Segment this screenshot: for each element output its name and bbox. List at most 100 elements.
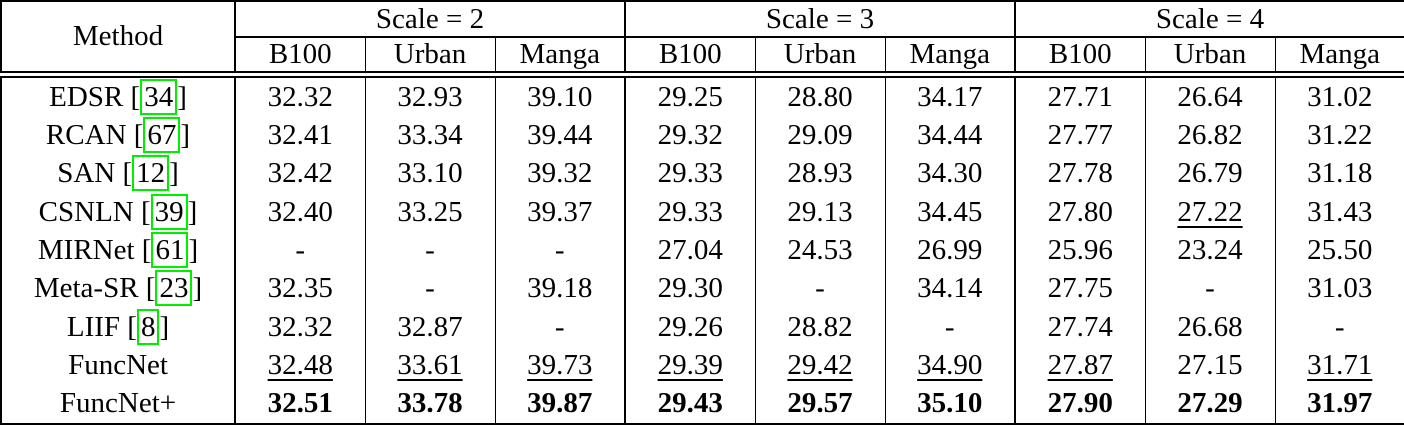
table-body: EDSR [34] 32.32 32.93 39.10 29.25 28.80 34.17 2… bbox=[1, 74, 1404, 424]
value-cell: 29.43 bbox=[624, 384, 755, 424]
citation-link[interactable]: 39 bbox=[150, 193, 188, 230]
value-cell: 29.32 bbox=[624, 116, 755, 155]
value-cell: 34.14 bbox=[884, 269, 1015, 308]
value-cell: 29.26 bbox=[624, 307, 755, 347]
col-header-urban: Urban bbox=[364, 37, 495, 78]
value-cell: 39.18 bbox=[494, 269, 625, 308]
value-cell: 39.44 bbox=[494, 116, 625, 155]
value-cell: 33.78 bbox=[364, 384, 495, 424]
method-cell: RCAN [67] bbox=[45, 117, 191, 153]
method-cell: EDSR [34] bbox=[49, 78, 187, 115]
value-cell: 27.90 bbox=[1014, 384, 1145, 424]
value-cell: 27.80 bbox=[1014, 193, 1145, 232]
value-cell: 29.33 bbox=[624, 193, 755, 232]
value-cell: 29.57 bbox=[754, 384, 885, 424]
value-cell: 34.17 bbox=[884, 74, 1015, 117]
value-cell: 29.42 bbox=[754, 346, 885, 385]
value-cell: 32.93 bbox=[364, 74, 495, 117]
method-cell: FuncNet bbox=[68, 348, 168, 381]
value-cell: 27.15 bbox=[1144, 346, 1275, 385]
value-cell: 31.22 bbox=[1274, 116, 1404, 155]
value-cell: - bbox=[364, 269, 495, 308]
value-cell: 26.68 bbox=[1144, 307, 1275, 347]
value-cell: 39.87 bbox=[494, 384, 625, 424]
value-cell: 32.40 bbox=[234, 193, 365, 232]
value-cell: 31.71 bbox=[1274, 346, 1404, 385]
value-cell: 31.97 bbox=[1274, 384, 1404, 424]
citation-link[interactable]: 8 bbox=[136, 308, 160, 345]
citation-link[interactable]: 34 bbox=[140, 78, 178, 115]
col-header-manga: Manga bbox=[884, 37, 1015, 78]
value-cell: 39.10 bbox=[494, 74, 625, 117]
citation-link[interactable]: 61 bbox=[151, 231, 189, 268]
value-cell: 39.73 bbox=[494, 346, 625, 385]
scale-header-row: Method Scale = 2 Scale = 3 Scale = 4 bbox=[1, 1, 1404, 78]
value-cell: 32.51 bbox=[234, 384, 365, 424]
value-cell: - bbox=[1274, 307, 1404, 347]
value-cell: 27.78 bbox=[1014, 154, 1145, 193]
value-cell: 32.32 bbox=[234, 307, 365, 347]
value-cell: 33.61 bbox=[364, 346, 495, 385]
value-cell: 27.04 bbox=[624, 231, 755, 270]
value-cell: 34.30 bbox=[884, 154, 1015, 193]
value-cell: 27.75 bbox=[1014, 269, 1145, 308]
value-cell: 26.99 bbox=[884, 231, 1015, 270]
value-cell: 32.35 bbox=[234, 269, 365, 308]
value-cell: 23.24 bbox=[1144, 231, 1275, 270]
value-cell: 34.44 bbox=[884, 116, 1015, 155]
citation-link[interactable]: 67 bbox=[143, 117, 181, 153]
value-cell: 29.30 bbox=[624, 269, 755, 308]
citation-link[interactable]: 23 bbox=[155, 270, 193, 307]
value-cell: 27.74 bbox=[1014, 307, 1145, 347]
table-row: FuncNet+ 32.51 33.78 39.87 29.43 29.57 35.10 27… bbox=[1, 384, 1404, 424]
scale-3-header: Scale = 3 bbox=[624, 1, 1015, 38]
dataset-header-row: B100 Urban Manga B100 Urban Manga B100 U… bbox=[1, 37, 1404, 78]
citation-link[interactable]: 12 bbox=[132, 155, 170, 192]
value-cell: - bbox=[1144, 269, 1275, 308]
value-cell: - bbox=[364, 231, 495, 270]
table-row: SAN [12] 32.42 33.10 39.32 29.33 28.93 34.30 27… bbox=[1, 154, 1404, 193]
method-cell: MIRNet [61] bbox=[37, 231, 199, 268]
value-cell: 32.32 bbox=[234, 74, 365, 117]
col-header-manga: Manga bbox=[494, 37, 625, 78]
col-header-urban: Urban bbox=[1144, 37, 1275, 78]
value-cell: 28.80 bbox=[754, 74, 885, 117]
method-cell: Meta-SR [23] bbox=[33, 270, 203, 307]
value-cell: 31.43 bbox=[1274, 193, 1404, 232]
table-row: RCAN [67] 32.41 33.34 39.44 29.32 29.09 34.44 2… bbox=[1, 116, 1404, 155]
value-cell: 27.77 bbox=[1014, 116, 1145, 155]
table-row: CSNLN [39] 32.40 33.25 39.37 29.33 29.13 34.45… bbox=[1, 193, 1404, 232]
value-cell: 32.87 bbox=[364, 307, 495, 347]
value-cell: 32.41 bbox=[234, 116, 365, 155]
method-header: Method bbox=[1, 1, 235, 78]
value-cell: 29.25 bbox=[624, 74, 755, 117]
value-cell: 31.03 bbox=[1274, 269, 1404, 308]
value-cell: - bbox=[494, 307, 625, 347]
col-header-b100: B100 bbox=[234, 37, 365, 78]
value-cell: 32.42 bbox=[234, 154, 365, 193]
value-cell: 27.29 bbox=[1144, 384, 1275, 424]
value-cell: 34.45 bbox=[884, 193, 1015, 232]
method-cell: FuncNet+ bbox=[59, 387, 177, 420]
value-cell: 39.32 bbox=[494, 154, 625, 193]
value-cell: 29.33 bbox=[624, 154, 755, 193]
method-cell: LIIF [8] bbox=[66, 308, 170, 345]
scale-2-header: Scale = 2 bbox=[234, 1, 625, 38]
value-cell: 27.71 bbox=[1014, 74, 1145, 117]
value-cell: 34.90 bbox=[884, 346, 1015, 385]
value-cell: 28.82 bbox=[754, 307, 885, 347]
col-header-b100: B100 bbox=[1014, 37, 1145, 78]
value-cell: 27.22 bbox=[1144, 193, 1275, 232]
value-cell: 31.18 bbox=[1274, 154, 1404, 193]
value-cell: 28.93 bbox=[754, 154, 885, 193]
value-cell: 33.25 bbox=[364, 193, 495, 232]
scale-4-header: Scale = 4 bbox=[1014, 1, 1404, 38]
value-cell: 39.37 bbox=[494, 193, 625, 232]
table-row: LIIF [8] 32.32 32.87-29.26 28.82-27.74 26.68… bbox=[1, 307, 1404, 347]
value-cell: 25.96 bbox=[1014, 231, 1145, 270]
table-row: Meta-SR [23] 32.35-39.18 29.30-34.14 27.75-… bbox=[1, 269, 1404, 308]
table-row: FuncNet 32.48 33.61 39.73 29.39 29.42 34.90 27.… bbox=[1, 346, 1404, 385]
value-cell: 25.50 bbox=[1274, 231, 1404, 270]
col-header-urban: Urban bbox=[754, 37, 885, 78]
